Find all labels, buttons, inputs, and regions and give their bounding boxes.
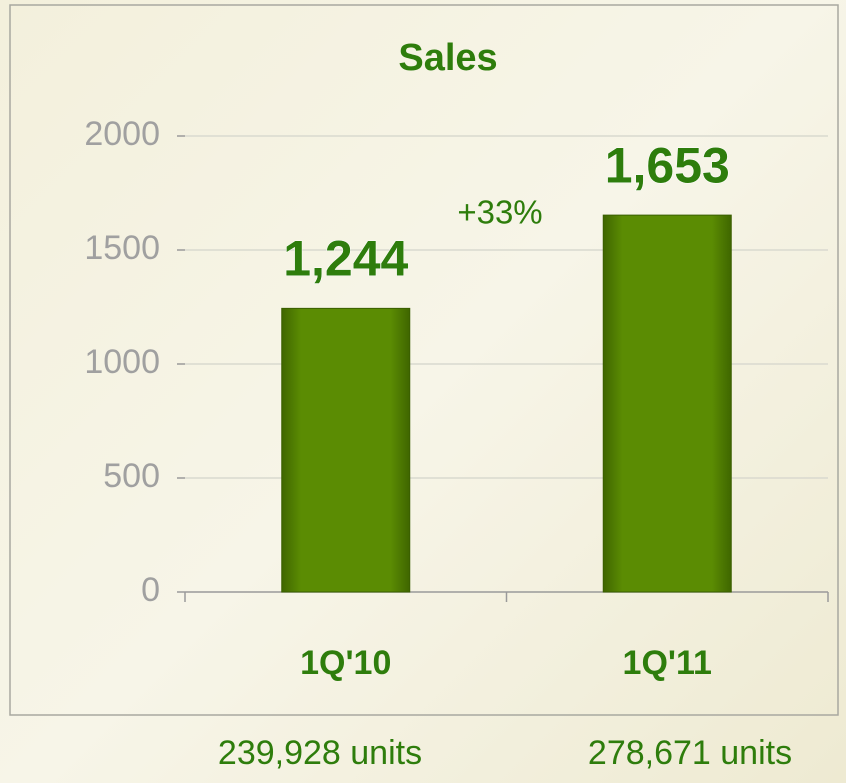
y-tick-label: 500 — [103, 457, 160, 495]
x-tick-label: 1Q'10 — [300, 644, 391, 682]
value-label: 1,653 — [605, 137, 730, 193]
category-note: 239,928 units — [218, 734, 422, 772]
y-tick-label: 1000 — [84, 343, 160, 381]
value-label: 1,244 — [283, 231, 408, 287]
y-tick-label: 1500 — [84, 229, 160, 267]
chart-title: Sales — [398, 37, 497, 79]
bar — [281, 307, 411, 593]
annotation: +33% — [457, 194, 542, 231]
x-tick-label: 1Q'11 — [623, 644, 712, 682]
bar — [602, 214, 732, 593]
y-tick-label: 2000 — [84, 115, 160, 153]
category-note: 278,671 units — [588, 734, 792, 772]
chart-frame — [9, 4, 839, 716]
y-tick-label: 0 — [141, 571, 160, 609]
